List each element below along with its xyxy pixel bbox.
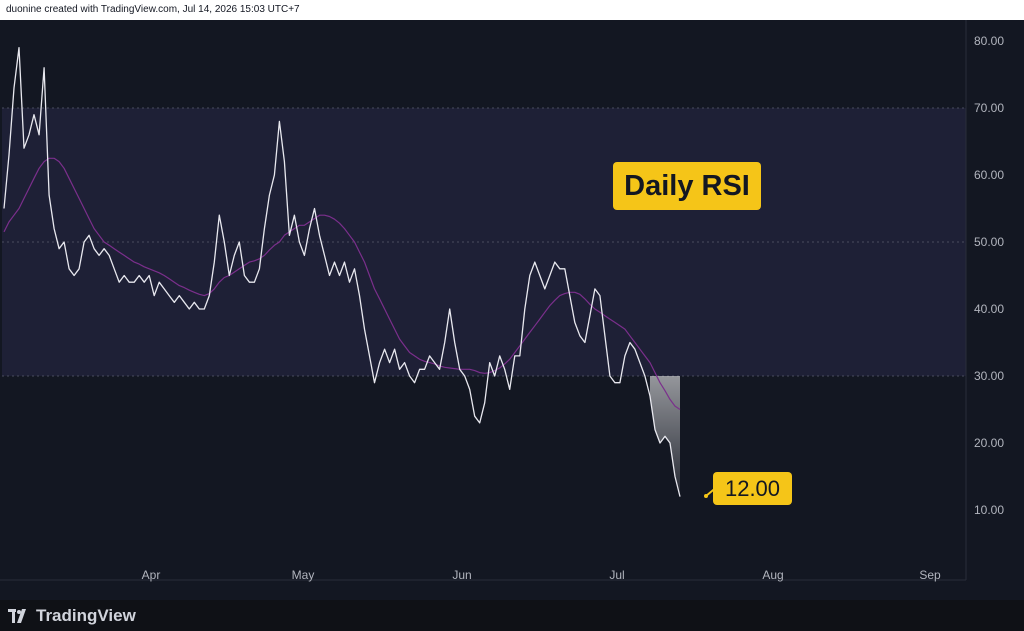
- x-tick-label: May: [292, 568, 315, 582]
- footer-bar: TradingView: [0, 600, 1024, 631]
- y-tick-label: 60.00: [974, 168, 1004, 182]
- chart-area[interactable]: 80.00 70.00 60.00 50.00 40.00 30.00 20.00 10.00…: [0, 20, 1024, 600]
- brand-name: TradingView: [36, 606, 136, 625]
- chart-header: duonine created with TradingView.com, Ju…: [0, 0, 1024, 20]
- last-value-label: 12.00: [713, 472, 792, 505]
- x-tick-label: Aug: [762, 568, 783, 582]
- y-tick-label: 10.00: [974, 503, 1004, 517]
- chart-title-label: Daily RSI: [613, 162, 761, 210]
- rsi-line: [3, 47, 681, 497]
- y-tick-label: 40.00: [974, 302, 1004, 316]
- y-tick-label: 30.00: [974, 369, 1004, 383]
- annotation-pointer-dot: [704, 494, 708, 498]
- y-tick-label: 80.00: [974, 34, 1004, 48]
- tradingview-brand[interactable]: TradingView: [8, 606, 136, 626]
- y-tick-label: 20.00: [974, 436, 1004, 450]
- y-tick-label: 70.00: [974, 101, 1004, 115]
- tradingview-logo-icon: [8, 609, 26, 623]
- x-tick-label: Jul: [609, 568, 624, 582]
- rsi-chart[interactable]: 80.00 70.00 60.00 50.00 40.00 30.00 20.00 10.00…: [0, 20, 1024, 600]
- rsi-moving-average-line: [3, 157, 681, 410]
- x-tick-label: Sep: [919, 568, 941, 582]
- x-tick-label: Jun: [452, 568, 471, 582]
- header-text: duonine created with TradingView.com, Ju…: [6, 4, 300, 15]
- y-tick-label: 50.00: [974, 235, 1004, 249]
- x-tick-label: Apr: [142, 568, 161, 582]
